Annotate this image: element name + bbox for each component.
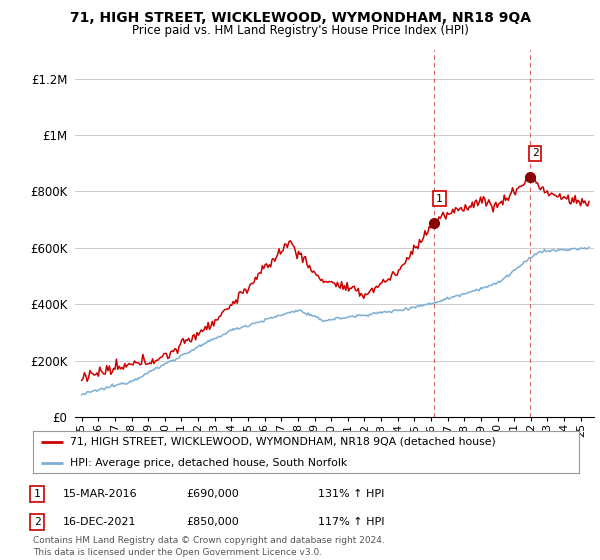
- Text: 117% ↑ HPI: 117% ↑ HPI: [318, 517, 385, 527]
- Text: £850,000: £850,000: [186, 517, 239, 527]
- Text: Price paid vs. HM Land Registry's House Price Index (HPI): Price paid vs. HM Land Registry's House …: [131, 24, 469, 36]
- Text: 1: 1: [34, 489, 41, 499]
- Text: £690,000: £690,000: [186, 489, 239, 499]
- Text: Contains HM Land Registry data © Crown copyright and database right 2024.
This d: Contains HM Land Registry data © Crown c…: [33, 536, 385, 557]
- Text: 2: 2: [34, 517, 41, 527]
- Text: 2: 2: [532, 148, 538, 158]
- Text: 1: 1: [436, 194, 443, 203]
- Text: 131% ↑ HPI: 131% ↑ HPI: [318, 489, 385, 499]
- Text: 71, HIGH STREET, WICKLEWOOD, WYMONDHAM, NR18 9QA (detached house): 71, HIGH STREET, WICKLEWOOD, WYMONDHAM, …: [70, 437, 496, 447]
- Text: HPI: Average price, detached house, South Norfolk: HPI: Average price, detached house, Sout…: [70, 458, 347, 468]
- Text: 16-DEC-2021: 16-DEC-2021: [63, 517, 137, 527]
- Text: 15-MAR-2016: 15-MAR-2016: [63, 489, 137, 499]
- Text: 71, HIGH STREET, WICKLEWOOD, WYMONDHAM, NR18 9QA: 71, HIGH STREET, WICKLEWOOD, WYMONDHAM, …: [70, 11, 530, 25]
